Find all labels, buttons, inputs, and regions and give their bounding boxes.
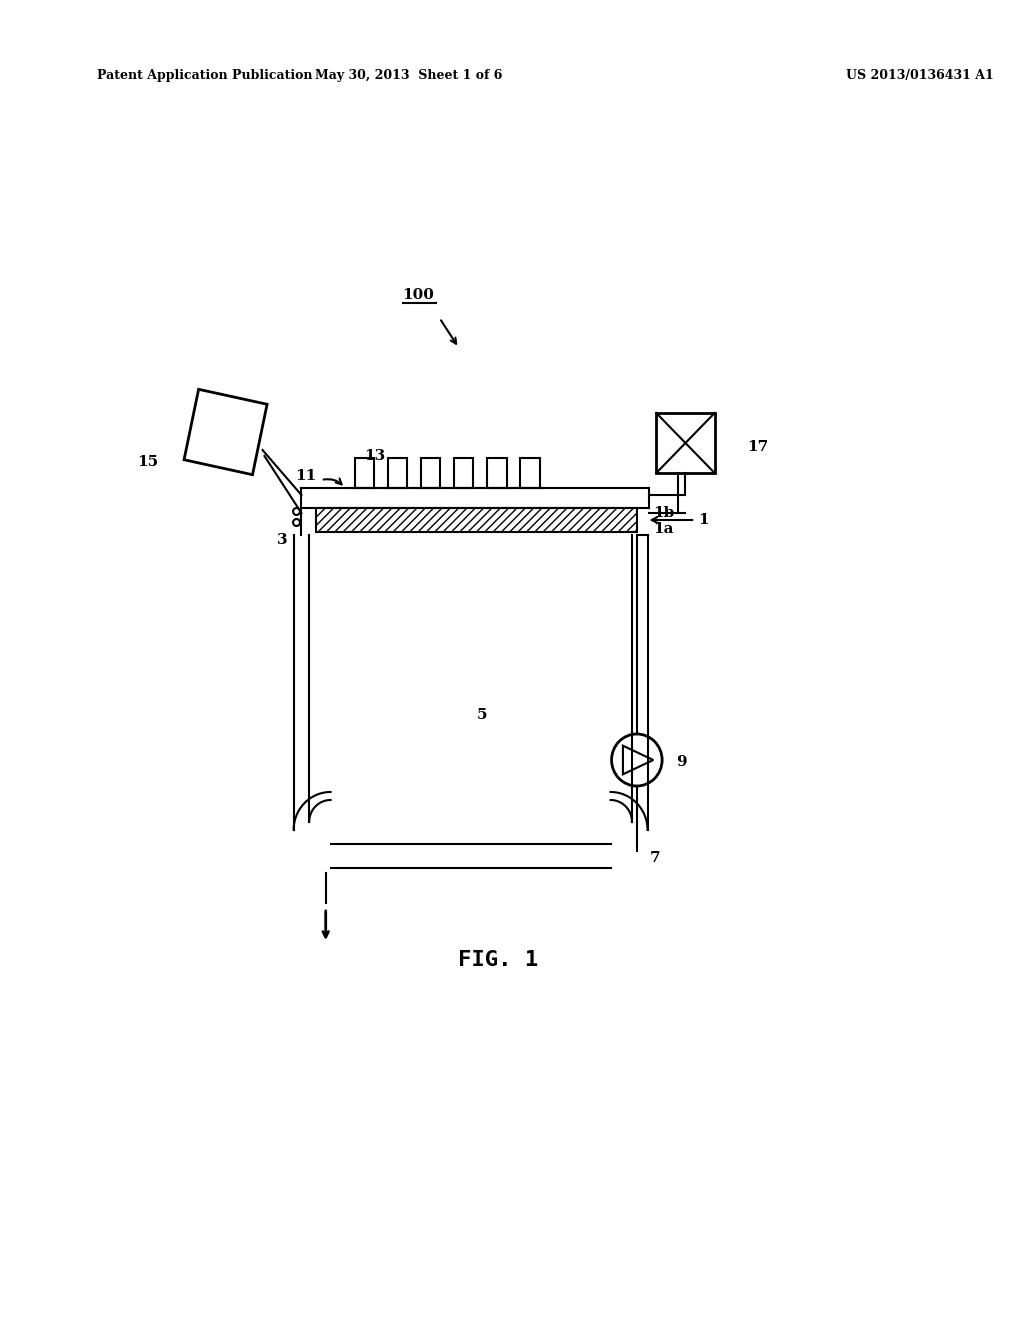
Bar (355, 458, 375, 488)
Bar (388, 458, 408, 488)
Text: 17: 17 (746, 440, 768, 454)
Bar (520, 458, 540, 488)
Text: 15: 15 (137, 455, 159, 469)
Text: 3: 3 (278, 533, 288, 546)
Text: US 2013/0136431 A1: US 2013/0136431 A1 (846, 69, 993, 82)
Text: 13: 13 (365, 449, 386, 463)
Bar (454, 458, 473, 488)
Text: FIG. 1: FIG. 1 (458, 950, 538, 970)
Text: Patent Application Publication: Patent Application Publication (97, 69, 312, 82)
Text: 5: 5 (476, 708, 486, 722)
Bar (487, 458, 507, 488)
Bar (316, 508, 637, 532)
Text: 1a: 1a (653, 521, 674, 536)
Text: 9: 9 (676, 755, 686, 770)
Text: 7: 7 (649, 851, 660, 865)
Text: May 30, 2013  Sheet 1 of 6: May 30, 2013 Sheet 1 of 6 (314, 69, 502, 82)
Bar (421, 458, 440, 488)
Text: 1b: 1b (653, 506, 675, 520)
Text: 1: 1 (698, 513, 709, 527)
Text: 100: 100 (402, 288, 434, 302)
Bar (656, 413, 715, 473)
Text: 11: 11 (295, 469, 316, 483)
